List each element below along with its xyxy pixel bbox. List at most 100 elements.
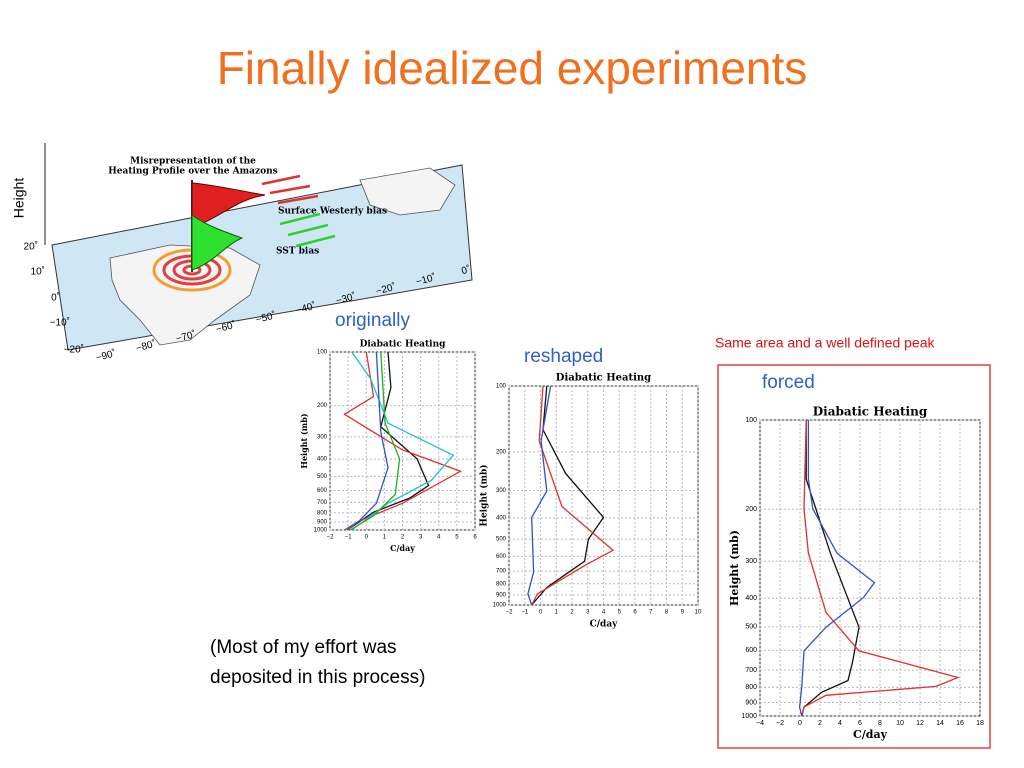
x-axis-label: C/day (390, 543, 415, 553)
profile-curve (801, 419, 961, 717)
y-tick-label: 200 (317, 403, 328, 409)
y-tick-label: 500 (496, 537, 507, 543)
y-tick-label: 900 (317, 519, 328, 525)
x-tick-label: 0 (798, 720, 802, 727)
lon-label: −40˚ (295, 300, 318, 317)
panel-caption: forced (762, 372, 815, 393)
lon-label: −30˚ (335, 290, 358, 307)
lon-label: −10˚ (415, 271, 438, 288)
y-tick-label: 100 (496, 384, 507, 390)
y-axis-label: Height (mb) (479, 464, 490, 526)
profile-curve (527, 385, 552, 606)
x-tick-label: 12 (916, 720, 924, 727)
x-tick-label: 10 (896, 720, 904, 727)
x-tick-label: 10 (695, 610, 702, 616)
red-arrows (261, 174, 319, 205)
x-tick-label: 5 (618, 610, 622, 616)
x-tick-label: 6 (473, 535, 477, 541)
lat-label: 20˚ (24, 241, 38, 253)
x-tick-label: −4 (756, 720, 764, 727)
x-tick-label: 2 (818, 720, 822, 727)
y-tick-label: 400 (745, 595, 757, 602)
x-tick-label: 16 (956, 720, 964, 727)
x-tick-label: 4 (602, 610, 606, 616)
map-heading: Misrepresentation of the (130, 157, 256, 167)
map-labels: 20˚ 10˚ 0˚ −10˚ −20˚ −90˚ −80˚ −70˚ −60˚ −50˚ −40˚… (24, 241, 472, 364)
y-tick-label: 300 (745, 558, 757, 565)
x-tick-label: 7 (649, 610, 653, 616)
x-axis-label: C/day (853, 728, 888, 741)
x-tick-label: 2 (570, 610, 574, 616)
profile-curve (344, 351, 389, 531)
x-tick-label: 6 (633, 610, 637, 616)
map-heading: Heating Profile over the Amazons (108, 167, 277, 177)
x-tick-label: 8 (665, 610, 669, 616)
lon-label: −20˚ (375, 281, 398, 298)
profile-curve (351, 351, 455, 531)
green-arrows (279, 212, 336, 248)
red-profile (191, 182, 266, 229)
y-tick-label: 300 (496, 488, 507, 494)
note: (Most of my effort was (210, 637, 397, 658)
x-tick-label: 2 (401, 535, 405, 541)
x-tick-label: −2 (506, 610, 514, 616)
y-tick-label: 200 (745, 506, 757, 513)
lat-label: −20˚ (64, 344, 84, 356)
y-axis-label: Height (mb) (299, 413, 309, 468)
x-tick-label: 5 (455, 535, 459, 541)
y-tick-label: 300 (317, 435, 328, 441)
lat-label: 0˚ (51, 292, 60, 304)
map-figure: Height Misrepresentation of the Heating … (11, 143, 473, 364)
x-tick-label: 9 (681, 610, 685, 616)
y-tick-label: 600 (496, 554, 507, 560)
map-label: SST bias (276, 247, 319, 257)
x-tick-label: 8 (878, 720, 882, 727)
y-tick-label: 500 (745, 624, 757, 631)
profile-curve (531, 385, 615, 606)
panel-caption: reshaped (524, 346, 603, 367)
y-tick-label: 600 (745, 647, 757, 654)
x-tick-label: −2 (776, 720, 784, 727)
x-tick-label: 0 (365, 535, 369, 541)
x-tick-label: 18 (976, 720, 984, 727)
y-tick-label: 400 (317, 457, 328, 463)
x-tick-label: 3 (419, 535, 423, 541)
plot-frame (759, 419, 981, 717)
lon-label: −70˚ (175, 328, 198, 345)
x-tick-label: 0 (539, 610, 543, 616)
profile-curve (531, 385, 605, 606)
y-tick-label: 900 (496, 593, 507, 599)
y-tick-label: 1000 (741, 713, 757, 720)
y-tick-label: 100 (745, 417, 757, 424)
y-tick-label: 700 (496, 569, 507, 575)
x-axis-label: C/day (590, 620, 619, 630)
y-tick-label: 700 (745, 667, 757, 674)
chart-title: Diabatic Heating (556, 373, 651, 384)
x-tick-label: 4 (838, 720, 842, 727)
map-label: Surface Westerly bias (278, 207, 387, 217)
x-tick-label: 1 (555, 610, 559, 616)
y-tick-label: 800 (317, 510, 328, 516)
y-tick-label: 900 (745, 699, 757, 706)
profile-curve (349, 351, 401, 531)
x-tick-label: −1 (521, 610, 529, 616)
y-tick-label: 600 (317, 488, 328, 494)
profile-curve (343, 351, 463, 531)
y-tick-label: 1000 (314, 528, 328, 534)
x-tick-label: 14 (936, 720, 944, 727)
chart-title: Diabatic Heating (813, 405, 928, 419)
profile-curve (798, 420, 876, 717)
land (359, 167, 456, 216)
annotation: Same area and a well defined peak (715, 335, 935, 351)
y-tick-label: 100 (317, 350, 328, 356)
chart-title: Diabatic Heating (360, 340, 447, 350)
y-tick-label: 800 (496, 581, 507, 587)
lon-label: −50˚ (255, 309, 278, 326)
y-tick-label: 800 (745, 684, 757, 691)
profile-curve (801, 420, 860, 717)
